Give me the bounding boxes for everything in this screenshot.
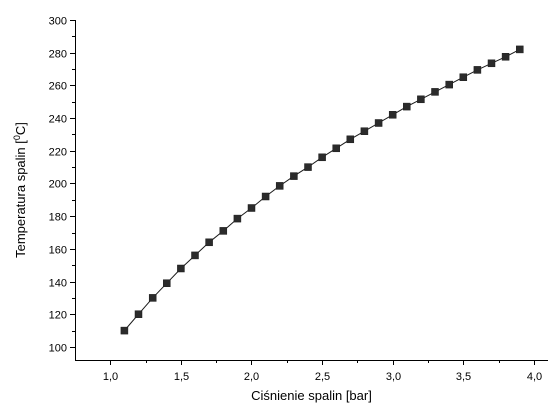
data-point [191, 251, 199, 260]
x-axis-ticks: 1,0 1,5 2,0 2,5 3,0 3,5 4,0 [103, 360, 542, 383]
x-tick-label: 3,5 [456, 371, 471, 383]
y-tick-label: 180 [49, 212, 67, 224]
data-point [332, 144, 340, 153]
data-point [177, 264, 185, 273]
y-tick-label: 260 [49, 81, 67, 93]
data-point [431, 88, 439, 96]
x-tick-label: 1,0 [103, 371, 118, 383]
data-point [304, 163, 312, 171]
y-axis-ticks: 100 120 140 160 180 200 220 240 260 280 300 [49, 16, 75, 355]
data-point [487, 59, 496, 68]
data-point [134, 310, 143, 318]
data-point [516, 45, 524, 54]
data-point [219, 227, 228, 235]
data-point [360, 127, 369, 135]
y-axis-title-base: Temperatura spalin [ [13, 140, 28, 258]
data-point [205, 238, 213, 247]
x-tick-label: 3,0 [386, 371, 401, 383]
y-axis-title-superscript: 0 [12, 135, 22, 140]
data-point [459, 73, 468, 81]
y-tick-label: 240 [49, 114, 67, 126]
data-point [247, 204, 256, 212]
data-point [261, 192, 270, 201]
plot-area: 1,0 1,5 2,0 2,5 3,0 3,5 4,0 100 120 140 160 180 200… [49, 16, 548, 383]
data-point [501, 53, 510, 61]
data-point [318, 153, 326, 162]
y-tick-label: 220 [49, 147, 67, 159]
data-point [163, 279, 171, 287]
x-axis-title: Ciśnienie spalin [bar] [251, 388, 372, 403]
y-tick-label: 100 [49, 343, 67, 355]
data-point [233, 214, 242, 223]
data-point [388, 111, 397, 119]
y-tick-label: 160 [49, 245, 67, 257]
data-point [374, 119, 383, 127]
x-tick-label: 2,5 [315, 371, 330, 383]
y-tick-label: 280 [49, 49, 67, 61]
data-points [120, 45, 524, 335]
data-point [120, 326, 129, 335]
y-tick-label: 200 [49, 179, 67, 191]
data-point [290, 172, 298, 180]
data-point [148, 294, 157, 302]
data-point [346, 135, 355, 144]
y-tick-label: 300 [49, 16, 67, 28]
data-point [445, 80, 453, 89]
x-tick-label: 4,0 [527, 371, 542, 383]
x-tick-label: 2,0 [244, 371, 259, 383]
data-point [417, 95, 425, 104]
series-line [124, 48, 521, 331]
y-axis-title-end: C] [13, 122, 28, 135]
x-tick-label: 1,5 [174, 371, 189, 383]
data-point [473, 66, 482, 74]
data-point [403, 102, 411, 111]
y-tick-label: 140 [49, 278, 67, 290]
y-tick-label: 120 [49, 310, 67, 322]
data-point [275, 182, 284, 190]
y-axis-title: Temperatura spalin [0C] [12, 122, 28, 258]
